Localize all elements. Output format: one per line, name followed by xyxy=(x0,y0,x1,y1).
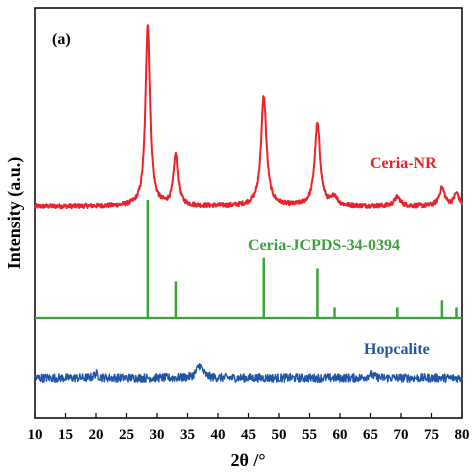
x-tick-label-65: 65 xyxy=(363,427,378,443)
series-label-jcpds: Ceria-JCPDS-34-0394 xyxy=(248,237,400,254)
x-tick-label-40: 40 xyxy=(211,427,226,443)
x-tick-label-25: 25 xyxy=(119,427,134,443)
x-tick-label-70: 70 xyxy=(394,427,409,443)
x-tick-label-10: 10 xyxy=(28,427,43,443)
x-tick-label-50: 50 xyxy=(272,427,287,443)
x-tick-label-30: 30 xyxy=(150,427,165,443)
x-tick-label-75: 75 xyxy=(424,427,439,443)
x-axis-title: 2θ /° xyxy=(230,450,265,470)
series-layer xyxy=(34,24,463,383)
panel-label: (a) xyxy=(52,31,71,48)
y-axis-title: Intensity (a.u.) xyxy=(4,157,25,270)
x-tick-label-45: 45 xyxy=(241,427,256,443)
series-label-ceria-nr: Ceria-NR xyxy=(370,155,437,172)
x-axis: 10 15 20 25 30 35 40 45 50 55 60 65 70 75 80 xyxy=(28,413,470,443)
x-tick-label-55: 55 xyxy=(302,427,317,443)
x-tick-label-35: 35 xyxy=(180,427,195,443)
series-line-ceria-nr xyxy=(34,24,463,210)
series-line-hopcalite xyxy=(34,363,463,383)
series-label-hopcalite: Hopcalite xyxy=(364,341,430,358)
x-tick-label-15: 15 xyxy=(58,427,73,443)
x-tick-label-80: 80 xyxy=(455,427,470,443)
x-tick-label-20: 20 xyxy=(89,427,104,443)
x-tick-label-60: 60 xyxy=(333,427,348,443)
